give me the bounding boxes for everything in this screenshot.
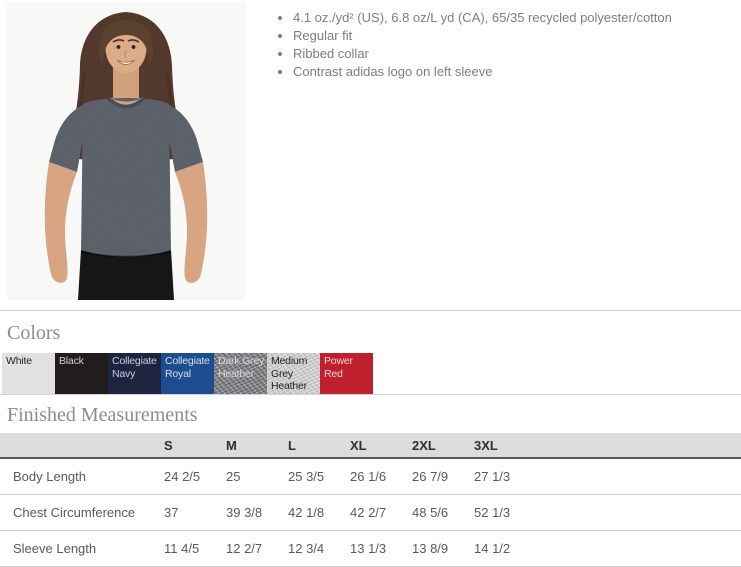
measurements-header-row: S M L XL 2XL 3XL: [0, 433, 741, 459]
row-filler-cell: [524, 494, 741, 531]
product-photo: [7, 2, 245, 300]
color-swatch-collegiate-navy[interactable]: Collegiate Navy: [108, 353, 161, 394]
color-swatch-collegiate-royal[interactable]: Collegiate Royal: [161, 353, 214, 394]
product-bullet: Ribbed collar: [293, 45, 738, 63]
measurements-body: Body Length 24 2/5 25 25 3/5 26 1/6 26 7/9 27 …: [0, 458, 741, 567]
measurement-value: 13 8/9: [400, 530, 462, 567]
product-bullets: 4.1 oz./yd² (US), 6.8 oz/L yd (CA), 65/3…: [278, 9, 738, 81]
row-filler-cell: [524, 530, 741, 567]
color-swatch-power-red[interactable]: Power Red: [320, 353, 373, 394]
measurement-value: 42 1/8: [276, 494, 338, 531]
product-overview-section: 4.1 oz./yd² (US), 6.8 oz/L yd (CA), 65/3…: [0, 0, 741, 310]
measurement-value: 26 7/9: [400, 458, 462, 495]
colors-heading: Colors: [7, 322, 61, 344]
measurement-row-chest-circumference: Chest Circumference 37 39 3/8 42 1/8 42 2/7 4…: [0, 494, 741, 531]
measurement-value: 12 3/4: [276, 530, 338, 567]
color-swatch-black[interactable]: Black: [55, 353, 108, 394]
product-bullet: 4.1 oz./yd² (US), 6.8 oz/L yd (CA), 65/3…: [293, 9, 738, 27]
size-column-header-l: L: [276, 433, 338, 459]
row-filler-cell: [524, 458, 741, 495]
model-illustration: [7, 2, 245, 300]
product-bullet: Regular fit: [293, 27, 738, 45]
measurement-value: 52 1/3: [462, 494, 524, 531]
measurement-row-label: Sleeve Length: [0, 530, 152, 567]
size-column-header-3xl: 3XL: [462, 433, 524, 459]
measurement-value: 26 1/6: [338, 458, 400, 495]
measurements-heading: Finished Measurements: [7, 404, 198, 426]
size-column-header-s: S: [152, 433, 214, 459]
measurement-value: 12 2/7: [214, 530, 276, 567]
measurements-header-spacer: [0, 433, 152, 459]
measurement-value: 24 2/5: [152, 458, 214, 495]
section-divider: [0, 394, 741, 395]
measurement-value: 37: [152, 494, 214, 531]
product-bullet: Contrast adidas logo on left sleeve: [293, 63, 738, 81]
measurement-row-body-length: Body Length 24 2/5 25 25 3/5 26 1/6 26 7/9 27 …: [0, 458, 741, 495]
measurement-value: 48 5/6: [400, 494, 462, 531]
measurements-table: S M L XL 2XL 3XL Body Length 24 2/5 25 25 3/5 26 …: [0, 433, 741, 567]
measurement-value: 27 1/3: [462, 458, 524, 495]
measurement-value: 42 2/7: [338, 494, 400, 531]
measurement-row-label: Chest Circumference: [0, 494, 152, 531]
size-column-header-2xl: 2XL: [400, 433, 462, 459]
measurement-value: 13 1/3: [338, 530, 400, 567]
measurement-value: 11 4/5: [152, 530, 214, 567]
color-swatch-dark-grey-heather[interactable]: Dark Grey Heather: [214, 353, 267, 394]
header-filler-cell: [524, 433, 741, 459]
color-swatch-white[interactable]: White: [2, 353, 55, 394]
size-column-header-xl: XL: [338, 433, 400, 459]
measurement-value: 25 3/5: [276, 458, 338, 495]
measurement-row-sleeve-length: Sleeve Length 11 4/5 12 2/7 12 3/4 13 1/3 13 …: [0, 530, 741, 567]
measurement-row-label: Body Length: [0, 458, 152, 495]
size-column-header-m: M: [214, 433, 276, 459]
measurement-value: 14 1/2: [462, 530, 524, 567]
measurement-value: 39 3/8: [214, 494, 276, 531]
measurement-value: 25: [214, 458, 276, 495]
color-swatch-list: White Black Collegiate Navy Collegiate Roya…: [2, 353, 741, 394]
color-swatch-medium-grey-heather[interactable]: Medium Grey Heather: [267, 353, 320, 394]
section-divider: [0, 310, 741, 311]
